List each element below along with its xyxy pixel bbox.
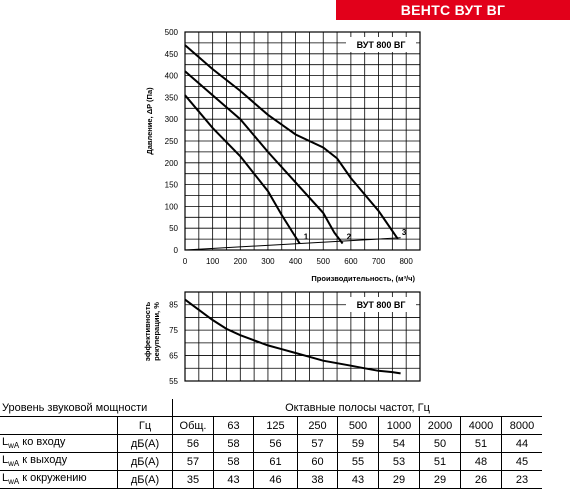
row-label: LwA ко входу	[0, 434, 118, 453]
y-tick-label: 65	[169, 352, 178, 361]
series-line-1	[184, 94, 301, 245]
table-header-row: Гц Общ. 63 125 250 500 1000 2000 4000 8000	[0, 416, 542, 435]
table-cell: 55	[337, 452, 379, 471]
series-label: 1	[304, 232, 309, 241]
x-tick-label: 100	[206, 257, 220, 266]
y-axis-label: рекуперации, %	[152, 302, 161, 361]
bands-title: Октавные полосы частот, Гц	[172, 399, 542, 417]
table-row: LwA к окружению дБ(А) 35 43 46 38 43 29 29 26 23	[0, 470, 542, 489]
row-label: LwA к окружению	[0, 470, 118, 489]
table-cell: 53	[378, 452, 420, 471]
legend-box	[346, 297, 416, 312]
series-label: 2	[347, 232, 352, 241]
table-cell: 35	[172, 470, 214, 489]
table-cell: 57	[172, 452, 214, 471]
series-line-2	[184, 70, 344, 245]
y-tick-label: 150	[165, 181, 179, 190]
y-tick-label: 400	[165, 72, 179, 81]
x-tick-label: 300	[261, 257, 275, 266]
table-cell: 54	[378, 434, 420, 453]
series-line-3	[184, 44, 399, 240]
table-cell: 48	[460, 452, 502, 471]
y-axis-label: эффективность	[143, 301, 152, 361]
y-tick-label: 85	[169, 301, 178, 310]
legend-box	[346, 37, 416, 52]
table-cell: 29	[419, 470, 461, 489]
table-cell: 57	[297, 434, 338, 453]
column-header: 1000	[378, 416, 420, 435]
column-header: 500	[337, 416, 379, 435]
product-banner: ВЕНТС ВУТ ВГ	[336, 0, 570, 20]
row-unit: дБ(А)	[117, 452, 173, 471]
efficiency-chart	[184, 291, 421, 382]
y-axis-label: Давление, ΔP (Па)	[145, 87, 154, 155]
table-cell: 58	[213, 434, 254, 453]
chart-title: ВУТ 800 ВГ	[357, 300, 406, 310]
table-cell: 23	[501, 470, 542, 489]
charts: 0 50 100 150 200 250 300 350 400 450 500 0 100 200 300…	[143, 28, 421, 386]
column-header: 250	[297, 416, 338, 435]
chart-title: ВУТ 800 ВГ	[357, 40, 406, 50]
table-cell: 50	[419, 434, 461, 453]
column-header: 125	[253, 416, 298, 435]
row-label: LwA к выходу	[0, 452, 118, 471]
series-label: 3	[402, 228, 407, 237]
y-tick-label: 450	[165, 50, 179, 59]
y-tick-label: 75	[169, 326, 178, 335]
row-unit: дБ(А)	[117, 470, 173, 489]
plot-frame	[184, 291, 421, 382]
table-cell: 26	[460, 470, 502, 489]
system-characteristic-line	[184, 237, 401, 251]
table-cell: 56	[253, 434, 298, 453]
table-cell: 61	[253, 452, 298, 471]
table-cell: 43	[337, 470, 379, 489]
y-tick-label: 350	[165, 93, 179, 102]
table-cell: 56	[172, 434, 214, 453]
x-tick-label: 500	[317, 257, 331, 266]
x-tick-label: 800	[399, 257, 413, 266]
y-tick-label: 200	[165, 159, 179, 168]
y-tick-label: 500	[165, 28, 179, 37]
y-tick-label: 100	[165, 202, 179, 211]
table-cell: 38	[297, 470, 338, 489]
column-header: Общ.	[172, 416, 214, 435]
table-cell: 59	[337, 434, 379, 453]
series-line-efficiency	[184, 298, 401, 375]
pressure-chart	[184, 31, 421, 251]
x-axis-label: Производительность, (м³/ч)	[311, 274, 415, 283]
x-tick-label: 0	[183, 257, 188, 266]
table-title: Уровень звуковой мощности	[0, 399, 173, 417]
column-header: 4000	[460, 416, 502, 435]
x-tick-label: 400	[289, 257, 303, 266]
table-row: LwA к выходу дБ(А) 57 58 61 60 55 53 51 48 45	[0, 452, 542, 471]
row-unit: дБ(А)	[117, 434, 173, 453]
table-cell: 29	[378, 470, 420, 489]
table-cell: 51	[460, 434, 502, 453]
y-tick-label: 300	[165, 115, 179, 124]
x-tick-label: 600	[344, 257, 358, 266]
column-header: 8000	[501, 416, 542, 435]
table-cell: 60	[297, 452, 338, 471]
table-cell: 51	[419, 452, 461, 471]
table-cell: 43	[213, 470, 254, 489]
y-tick-label: 250	[165, 137, 179, 146]
x-tick-label: 200	[234, 257, 248, 266]
y-tick-label: 0	[174, 246, 179, 255]
table-row: LwA ко входу дБ(А) 56 58 56 57 59 54 50 51 44	[0, 434, 542, 453]
x-tick-label: 700	[372, 257, 386, 266]
plot-frame	[184, 31, 421, 251]
y-tick-label: 55	[169, 377, 178, 386]
table-cell: 44	[501, 434, 542, 453]
column-header: 2000	[419, 416, 461, 435]
table-cell: 46	[253, 470, 298, 489]
y-tick-label: 50	[169, 224, 178, 233]
unit-header: Гц	[117, 416, 173, 435]
table-cell: 58	[213, 452, 254, 471]
sound-power-table: Уровень звуковой мощности Октавные полос…	[0, 399, 542, 489]
column-header: 63	[213, 416, 254, 435]
table-cell: 45	[501, 452, 542, 471]
